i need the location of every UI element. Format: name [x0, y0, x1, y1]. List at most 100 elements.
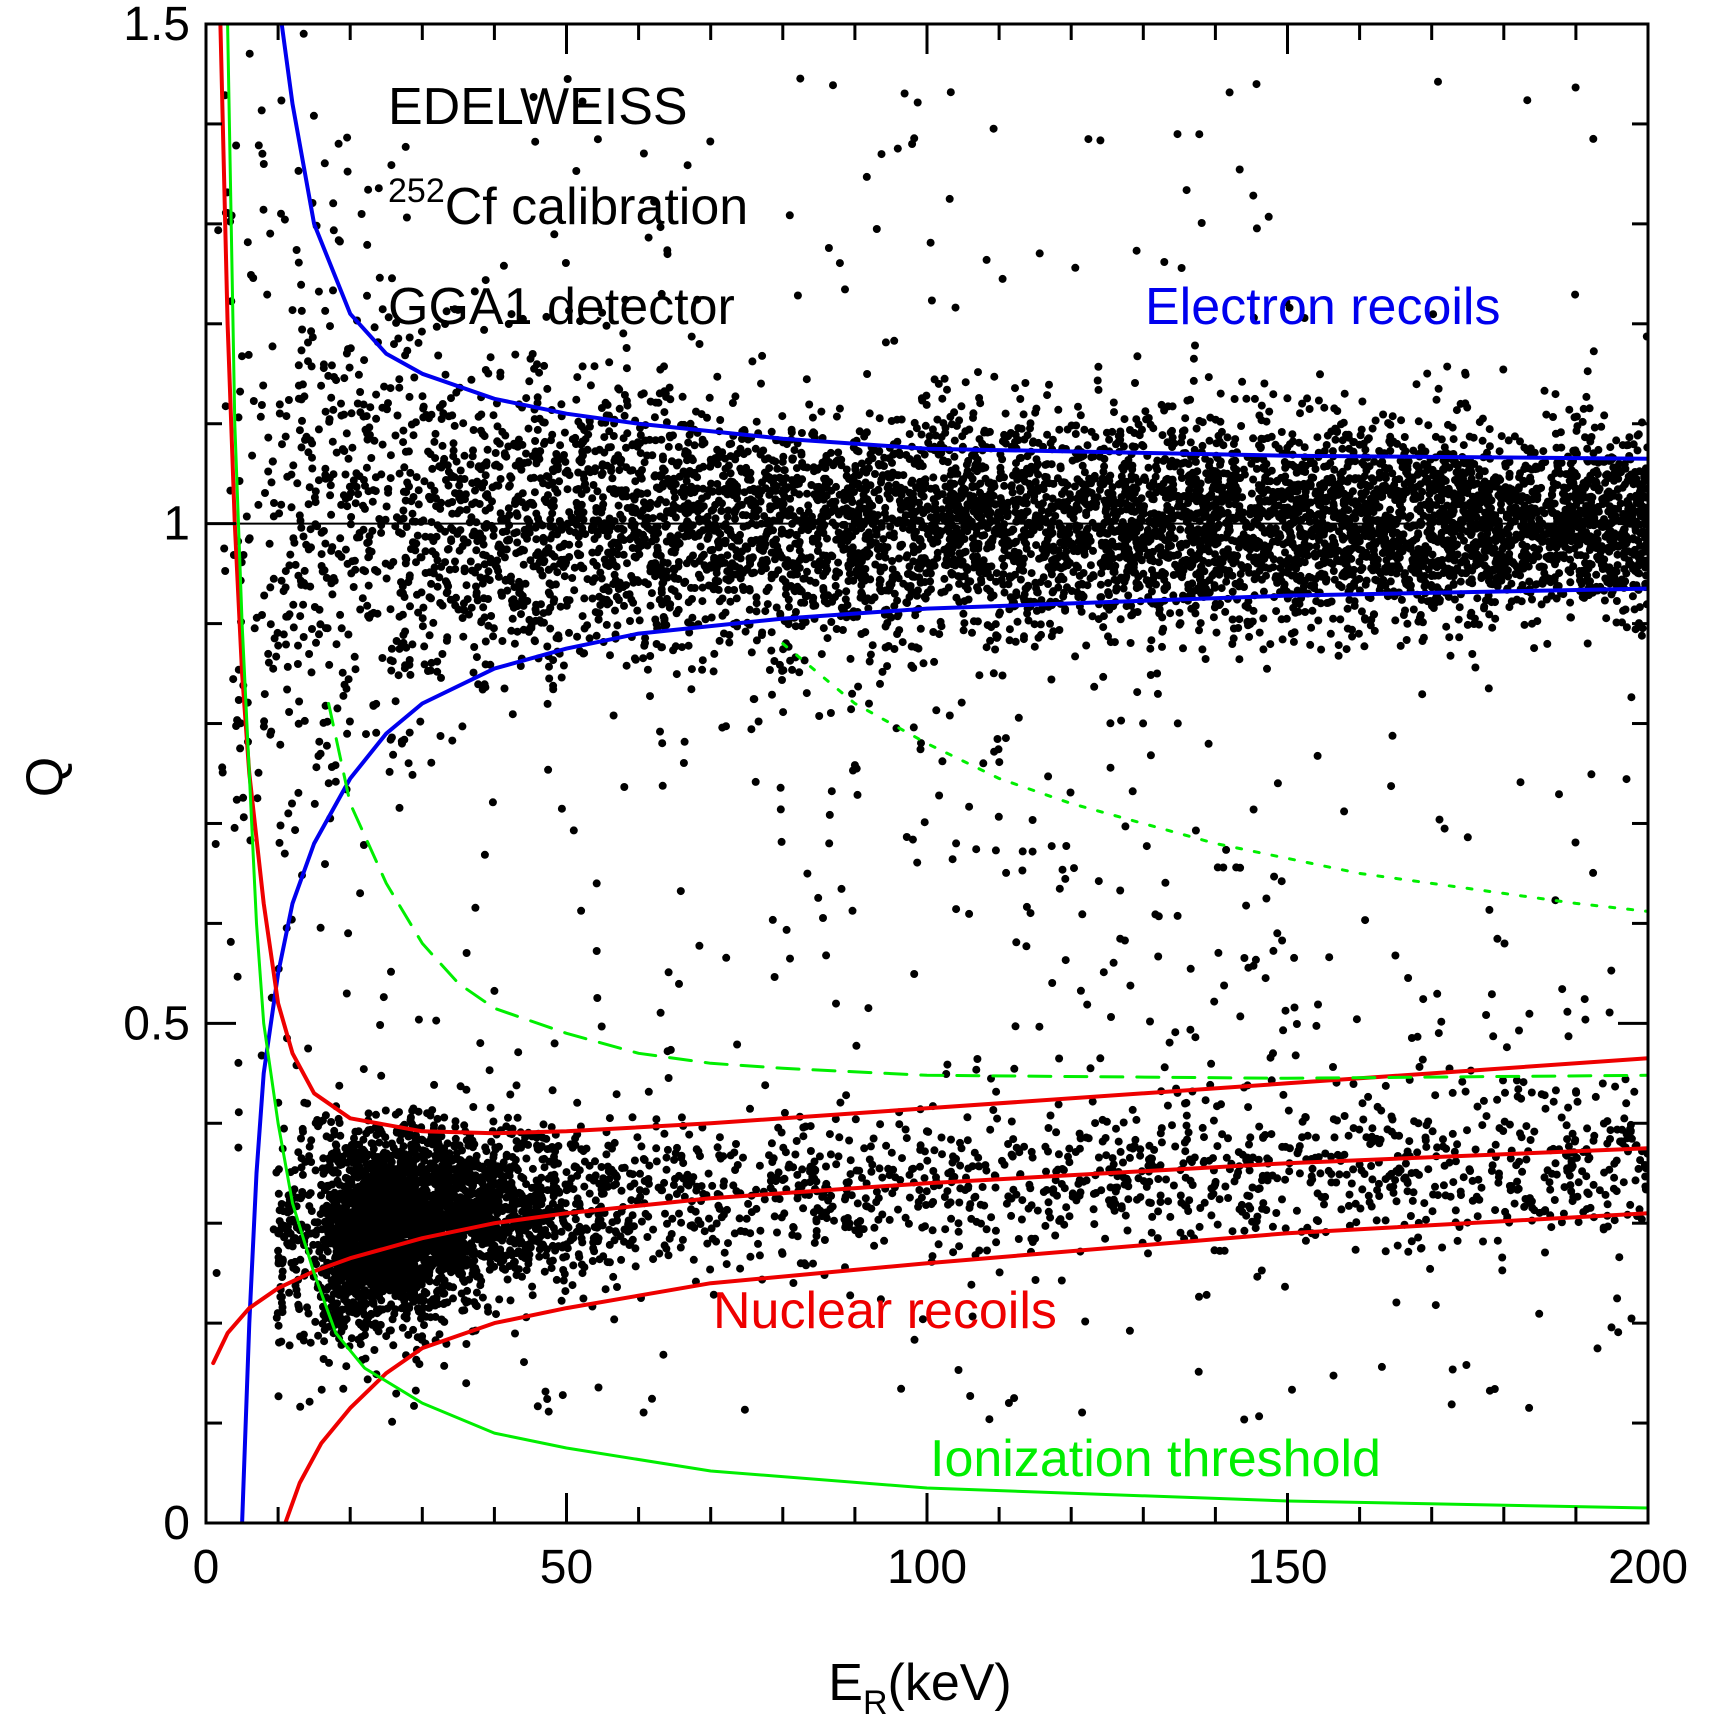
- data-point: [675, 539, 684, 548]
- data-point: [269, 574, 278, 583]
- data-point: [823, 534, 831, 543]
- data-point: [588, 594, 597, 603]
- data-point: [356, 605, 365, 614]
- data-point: [391, 522, 400, 531]
- data-point: [1349, 512, 1357, 521]
- data-point: [1358, 397, 1367, 406]
- data-point: [659, 568, 668, 577]
- data-point: [1601, 478, 1610, 487]
- data-point: [1593, 470, 1602, 479]
- data-point: [638, 466, 646, 474]
- data-point: [1270, 503, 1279, 512]
- data-point: [1384, 419, 1393, 428]
- data-point: [579, 564, 588, 573]
- data-point: [1409, 446, 1418, 455]
- data-point: [1252, 464, 1261, 473]
- data-point: [1133, 688, 1142, 697]
- data-point: [767, 427, 776, 436]
- data-point: [1238, 377, 1247, 386]
- data-point: [1357, 607, 1366, 616]
- data-point: [752, 607, 761, 616]
- data-point: [557, 673, 566, 682]
- data-point: [1552, 443, 1561, 452]
- data-point: [393, 411, 402, 420]
- data-point: [334, 550, 343, 558]
- data-point: [1625, 433, 1634, 442]
- data-point: [348, 443, 357, 452]
- data-point: [622, 344, 631, 352]
- data-point: [1505, 472, 1514, 481]
- data-point: [347, 409, 356, 418]
- data-point: [594, 615, 603, 624]
- data-point: [366, 403, 375, 412]
- data-point: [1228, 587, 1237, 596]
- data-point: [1416, 574, 1425, 583]
- data-point: [1630, 605, 1639, 614]
- data-point: [1094, 615, 1103, 624]
- data-point: [674, 443, 683, 451]
- data-point: [1396, 641, 1405, 650]
- data-point: [633, 606, 642, 615]
- data-point: [1345, 595, 1354, 604]
- data-point: [1267, 432, 1276, 441]
- data-point: [260, 591, 269, 600]
- data-point: [874, 485, 883, 494]
- data-point: [1198, 441, 1207, 450]
- data-point: [437, 498, 446, 507]
- data-point: [615, 404, 624, 413]
- data-point: [229, 675, 238, 684]
- data-point: [1365, 523, 1374, 532]
- data-point: [329, 199, 338, 208]
- data-point: [539, 537, 548, 546]
- data-point: [259, 381, 268, 390]
- data-point: [466, 557, 475, 566]
- data-point: [368, 526, 377, 535]
- data-point: [470, 643, 479, 651]
- data-point: [820, 597, 829, 606]
- data-point: [1492, 526, 1501, 535]
- data-point: [404, 759, 413, 768]
- data-point: [983, 621, 992, 630]
- data-point: [469, 426, 478, 434]
- data-point: [556, 602, 565, 611]
- data-point: [580, 594, 589, 603]
- data-point: [481, 471, 490, 480]
- data-point: [1076, 411, 1085, 420]
- data-point: [696, 542, 705, 551]
- data-point: [304, 338, 312, 347]
- data-point: [765, 464, 774, 473]
- data-point: [300, 392, 309, 401]
- data-point: [391, 431, 400, 440]
- data-point: [456, 466, 465, 475]
- data-point: [662, 498, 670, 507]
- data-point: [1044, 580, 1052, 588]
- data-point: [395, 383, 404, 392]
- data-point: [295, 697, 304, 706]
- data-point: [947, 568, 956, 577]
- data-point: [353, 533, 361, 542]
- data-point: [767, 628, 776, 637]
- data-point: [960, 489, 969, 498]
- data-point: [1351, 576, 1360, 585]
- data-point: [420, 477, 429, 486]
- data-point: [1537, 600, 1546, 609]
- data-point: [558, 542, 567, 551]
- data-point: [898, 638, 907, 647]
- data-point: [543, 384, 552, 393]
- data-point: [448, 736, 457, 745]
- data-point: [494, 572, 503, 581]
- data-point: [306, 436, 315, 445]
- data-point: [645, 435, 654, 444]
- data-point: [574, 540, 583, 549]
- data-point: [1249, 606, 1258, 615]
- data-point: [1186, 438, 1195, 447]
- data-point: [406, 670, 415, 679]
- data-point: [619, 526, 628, 534]
- data-point: [741, 627, 750, 636]
- data-point: [295, 426, 304, 435]
- data-point: [565, 553, 574, 561]
- data-point: [808, 597, 817, 606]
- data-point: [276, 740, 285, 749]
- data-point: [412, 473, 421, 482]
- data-point: [1620, 565, 1629, 574]
